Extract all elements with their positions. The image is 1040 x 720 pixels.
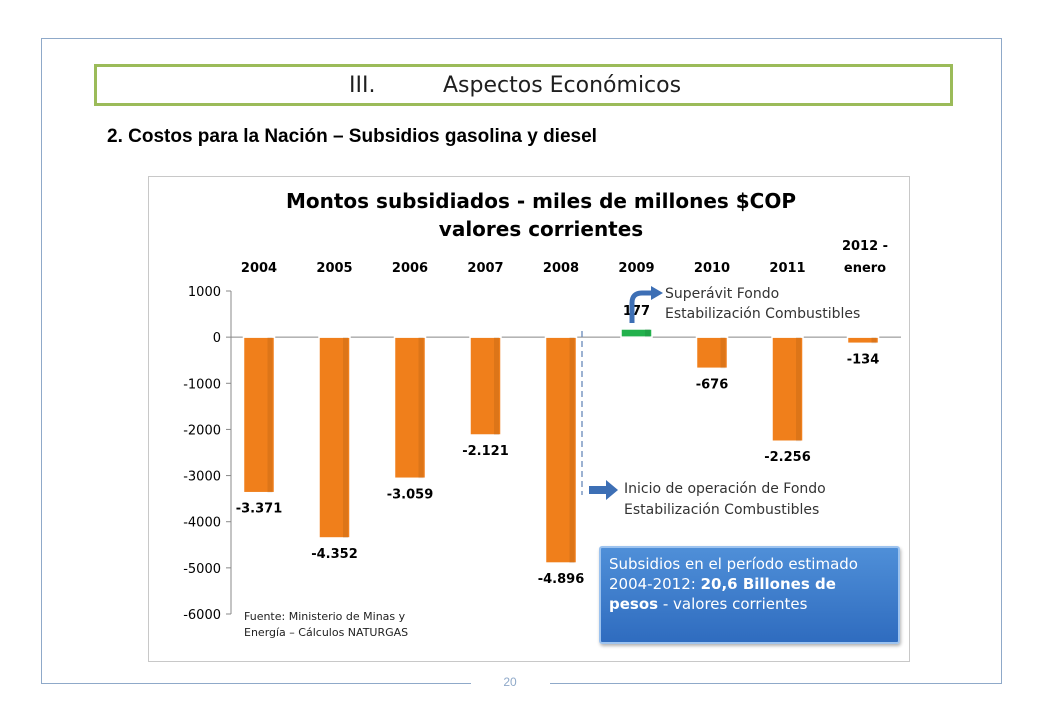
- y-tick-label: -4000: [183, 516, 221, 531]
- inicio-arrowhead-icon: [606, 480, 618, 500]
- subsidy-bar-chart: Montos subsidiados - miles de millones $…: [183, 189, 901, 639]
- y-tick-label: 1000: [188, 285, 221, 300]
- value-label: -3.059: [387, 487, 434, 502]
- page-subtitle: 2. Costos para la Nación – Subsidios gas…: [107, 126, 597, 147]
- frame-top-border: [41, 38, 1002, 39]
- chart-title-line1: Montos subsidiados - miles de millones $…: [286, 189, 796, 213]
- category-labels: 2004 2005 2006 2007 2008 2009 2010 2011 2012 - en…: [241, 239, 888, 276]
- bars: [242, 328, 880, 564]
- callout-line2-bold: 20,6 Billones de: [700, 575, 836, 593]
- bar: [469, 336, 502, 436]
- bar: [544, 336, 578, 564]
- value-label: -4.896: [538, 572, 585, 587]
- superavit-label-line1: Superávit Fondo: [665, 286, 779, 302]
- bar-shade: [343, 337, 348, 538]
- value-labels: -3.371 -4.352 -3.059 -2.121 -4.896 177 -676 -2.…: [236, 304, 880, 587]
- y-tick-label: -5000: [183, 562, 221, 577]
- page-number: 20: [503, 675, 517, 689]
- value-label: 177: [623, 304, 650, 319]
- bar-shade: [569, 337, 575, 564]
- total-subsidy-callout: Subsidios en el período estimado 2004-20…: [599, 546, 900, 644]
- value-label: -4.352: [311, 547, 358, 562]
- y-tick-label: 0: [213, 331, 221, 346]
- category-label: 2009: [618, 261, 654, 276]
- bar: [695, 336, 729, 370]
- bar: [242, 336, 276, 494]
- value-label: -134: [847, 352, 880, 367]
- bar-shade: [267, 337, 273, 493]
- category-label: 2011: [769, 261, 805, 276]
- frame-right-border: [1001, 38, 1002, 684]
- section-number: III.: [349, 73, 376, 98]
- superavit-label-line2: Estabilización Combustibles: [665, 306, 860, 322]
- callout-line3: pesos - valores corrientes: [609, 594, 890, 614]
- value-label: -3.371: [236, 502, 283, 517]
- frame-bottom-border-left: [41, 683, 471, 684]
- category-label: 2005: [316, 261, 352, 276]
- frame-bottom-border-right: [550, 683, 1002, 684]
- bar: [771, 336, 804, 442]
- chart-title-line2: valores corrientes: [439, 217, 643, 241]
- y-tick-label: -6000: [183, 608, 221, 623]
- y-tick-label: -2000: [183, 423, 221, 438]
- bar-shade: [796, 337, 801, 442]
- bar: [393, 336, 427, 480]
- callout-line3-bold: pesos: [609, 595, 659, 613]
- value-label: -2.256: [764, 450, 811, 465]
- category-label: 2008: [543, 261, 579, 276]
- category-label: 2010: [694, 261, 730, 276]
- source-line2: Energía – Cálculos NATURGAS: [244, 626, 408, 639]
- category-label: 2004: [241, 261, 277, 276]
- bar-shade: [871, 337, 877, 344]
- bar-shade: [418, 337, 424, 479]
- category-label: enero: [844, 261, 886, 276]
- value-label: -2.121: [462, 444, 509, 459]
- bar-shade: [645, 328, 650, 338]
- category-label: 2006: [392, 261, 428, 276]
- inicio-arrow-shaft-icon: [589, 486, 607, 494]
- bar: [620, 328, 653, 338]
- y-tick-label: -1000: [183, 377, 221, 392]
- section-header: III. Aspectos Económicos: [94, 64, 953, 106]
- chart-container: Montos subsidiados - miles de millones $…: [148, 176, 910, 662]
- inicio-label-line1: Inicio de operación de Fondo: [624, 481, 826, 497]
- y-axis: 1000 0 -1000 -2000 -3000 -4000 -5000 -6000: [183, 285, 901, 623]
- frame-left-border: [41, 38, 42, 684]
- callout-line2-normal: 2004-2012:: [609, 575, 701, 593]
- source-line1: Fuente: Ministerio de Minas y: [244, 610, 406, 623]
- category-label: 2007: [467, 261, 503, 276]
- callout-line1: Subsidios en el período estimado: [609, 555, 858, 573]
- superavit-arrow-icon: [629, 290, 652, 323]
- bar: [846, 336, 880, 345]
- bar-shade: [494, 337, 499, 436]
- section-title: Aspectos Económicos: [443, 73, 682, 98]
- superavit-arrowhead-icon: [651, 286, 663, 300]
- bar: [318, 336, 351, 539]
- bar-shade: [720, 337, 726, 369]
- category-label: 2012 -: [842, 239, 888, 254]
- inicio-label-line2: Estabilización Combustibles: [624, 502, 819, 518]
- value-label: -676: [696, 377, 729, 392]
- callout-line3-normal: - valores corrientes: [658, 595, 808, 613]
- y-tick-label: -3000: [183, 470, 221, 485]
- callout-line2: 2004-2012: 20,6 Billones de: [609, 574, 890, 594]
